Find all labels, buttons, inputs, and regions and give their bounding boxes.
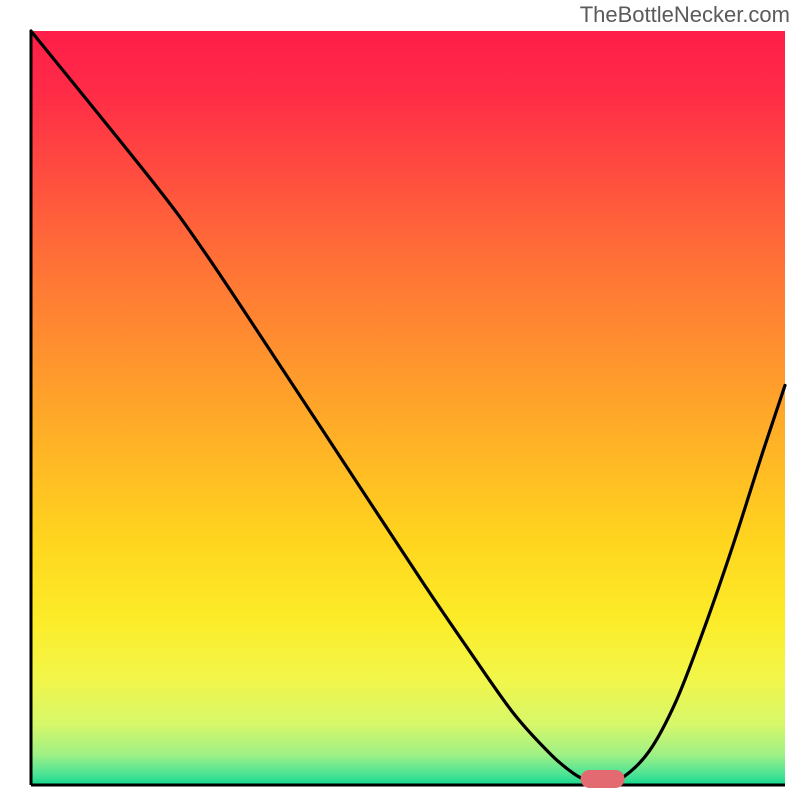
optimal-marker [581,770,625,788]
watermark-text: TheBottleNecker.com [580,2,790,28]
gradient-background [31,31,785,785]
bottleneck-chart [0,0,800,800]
